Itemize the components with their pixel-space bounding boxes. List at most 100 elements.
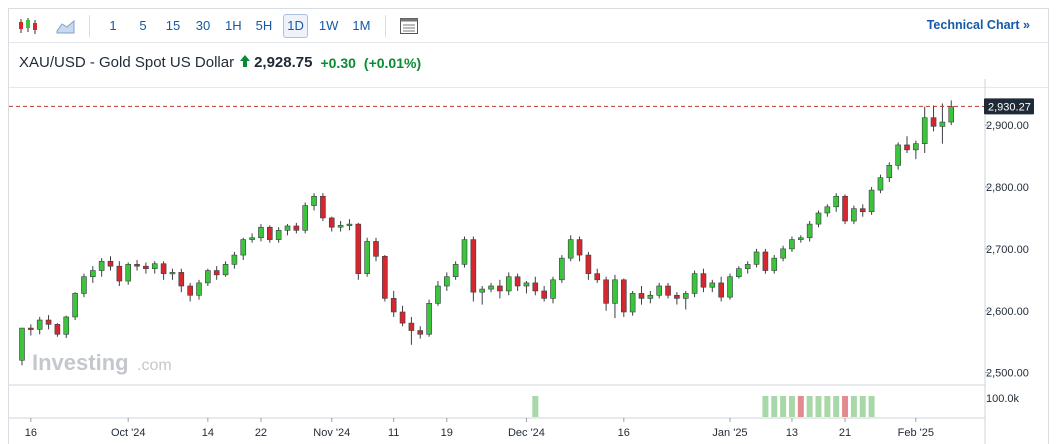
interval-5h[interactable]: 5H (255, 18, 273, 33)
candle-body-down (116, 265, 123, 282)
candle-body-down (718, 282, 724, 298)
candle (81, 273, 87, 298)
candle-body-down (293, 225, 300, 231)
candle-body-up (567, 239, 574, 259)
candle-body-up (939, 121, 946, 127)
candle (240, 237, 247, 261)
candle-body-up (240, 239, 247, 256)
candle (665, 282, 671, 299)
candle (479, 286, 486, 305)
technical-chart-link[interactable]: Technical Chart » (926, 18, 1030, 32)
candle-body-down (382, 255, 388, 299)
volume-bar (842, 396, 849, 417)
candle (780, 245, 786, 262)
candle-body-up (559, 257, 565, 281)
volume-bar (859, 396, 866, 417)
candle-body-down (594, 273, 601, 281)
volume-bars: 100.0k (532, 393, 1020, 417)
time-tick-label: 22 (255, 427, 267, 439)
candle-body-up (337, 225, 344, 228)
toolbar-divider (89, 14, 90, 37)
candle-body-up (789, 239, 795, 250)
last-price-tag (984, 98, 1034, 115)
candle-body-up (461, 239, 468, 265)
volume-bar (532, 396, 539, 417)
candle (249, 233, 255, 243)
candle (90, 266, 96, 283)
last-price-tag-label: 2,930.27 (988, 101, 1031, 113)
candle-body-up (275, 230, 282, 240)
candle (320, 193, 326, 222)
price-tick-label: 2,500.00 (986, 368, 1029, 380)
time-tick-label: 13 (786, 427, 798, 439)
candle (815, 210, 822, 228)
interval-30[interactable]: 30 (195, 18, 211, 33)
candle-body-up (736, 268, 742, 278)
candle (151, 261, 158, 274)
candle-body-up (868, 189, 875, 213)
candle (638, 286, 645, 305)
candle (532, 276, 539, 296)
candle (824, 204, 831, 217)
watermark-suffix: .com (137, 357, 172, 374)
candle-body-up (913, 143, 919, 151)
area-chart-icon[interactable] (51, 14, 81, 38)
candle (709, 279, 716, 293)
interval-1h[interactable]: 1H (225, 18, 242, 33)
candle-body-down (904, 144, 910, 151)
candle (550, 276, 556, 304)
time-tick-label: 16 (618, 427, 630, 439)
volume-bar (824, 396, 831, 417)
candle (523, 281, 530, 294)
candle-body-up (682, 293, 689, 299)
candle-body-up (948, 106, 955, 123)
candle (426, 299, 432, 337)
candle-body-up (311, 195, 317, 206)
interval-1[interactable]: 1 (109, 18, 117, 33)
candle (585, 251, 592, 280)
candle-body-up (629, 293, 636, 313)
interval-1m[interactable]: 1M (352, 18, 371, 33)
last-price: 2,928.75 (254, 54, 313, 71)
interval-1d[interactable]: 1D (283, 13, 308, 38)
candle (629, 290, 636, 316)
candle-body-up (302, 205, 309, 231)
candle (833, 193, 840, 212)
time-tick-label: Oct '24 (111, 427, 146, 439)
volume-bar (797, 396, 804, 417)
candle-body-down (107, 260, 114, 267)
candle (364, 237, 370, 277)
candlestick-chart-icon[interactable] (13, 14, 43, 38)
candle-body-up (125, 264, 131, 282)
candle (63, 315, 70, 338)
data-table-icon[interactable] (394, 14, 424, 38)
interval-1w[interactable]: 1W (318, 18, 339, 33)
candle (311, 193, 317, 211)
watermark-brand: Investing (32, 350, 129, 375)
candle (258, 224, 264, 242)
candle-body-up (72, 293, 78, 318)
candle-body-up (550, 279, 556, 299)
candle-body-up (691, 273, 698, 294)
candle-body-down (576, 239, 583, 256)
price-change-percent: (+0.01%) (363, 54, 422, 71)
candle (718, 276, 724, 302)
candle-body-up (824, 206, 831, 214)
time-tick-label: Jan '25 (712, 427, 747, 439)
interval-15[interactable]: 15 (165, 18, 181, 33)
candle-body-up (452, 264, 459, 278)
candle-body-up (727, 276, 733, 298)
candle (736, 266, 742, 279)
volume-bar (868, 396, 875, 417)
candle (674, 292, 680, 305)
candle (771, 255, 778, 274)
interval-5[interactable]: 5 (139, 18, 147, 33)
candle (337, 221, 344, 232)
candle (753, 248, 760, 268)
candle (806, 221, 813, 242)
candle (98, 258, 105, 277)
volume-bar (850, 396, 857, 417)
candle (178, 268, 185, 293)
candle (390, 290, 397, 317)
